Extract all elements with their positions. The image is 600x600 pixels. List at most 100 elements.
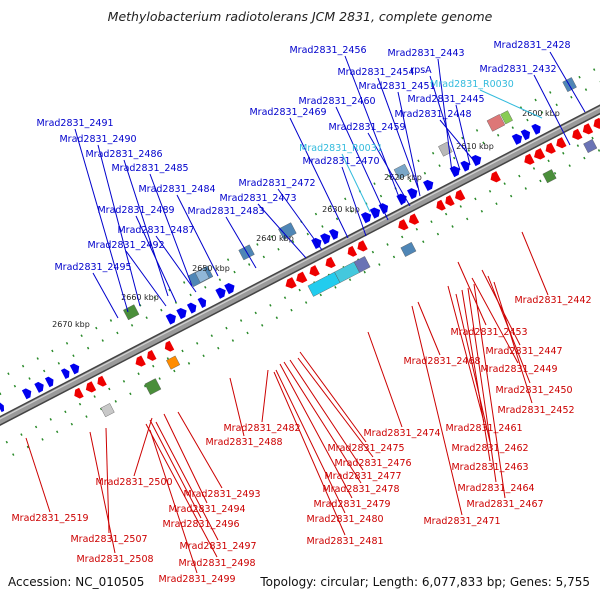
reverse-gene-24 [593, 117, 600, 129]
forward-label-3: Mrad2831_2454 [337, 67, 414, 78]
reverse-leader-12 [455, 293, 491, 443]
feature-box-10 [166, 355, 181, 370]
forward-leader-4 [429, 75, 461, 171]
forward-gene-2 [34, 381, 44, 393]
reverse-label-10: Mrad2831_2488 [205, 437, 282, 448]
forward-leader-22 [155, 235, 197, 293]
forward-gene-22 [460, 160, 470, 172]
forward-gene-17 [378, 203, 389, 215]
rna-leader-1 [341, 153, 371, 213]
reverse-gene-11 [357, 240, 368, 252]
forward-label-9: Mrad2831_2469 [249, 107, 326, 118]
forward-label-10: Mrad2831_2448 [394, 109, 471, 120]
feature-box-16 [400, 241, 417, 257]
reverse-label-9: Mrad2831_2461 [445, 423, 522, 434]
reverse-gene-9 [325, 256, 336, 269]
reverse-leader-16 [133, 417, 153, 477]
reverse-label-24: Mrad2831_2471 [423, 516, 500, 527]
forward-label-7: Mrad2831_2460 [298, 96, 375, 107]
forward-label-18: Mrad2831_2484 [138, 184, 215, 195]
feature-box-7 [486, 114, 506, 132]
forward-leader-16 [149, 173, 193, 287]
tick-rail-0 [0, 65, 600, 380]
forward-leader-17 [277, 188, 323, 251]
forward-label-8: Mrad2831_2445 [407, 94, 484, 105]
reverse-leader-30 [89, 431, 116, 554]
feature-box-17 [542, 169, 557, 184]
reverse-label-20: Mrad2831_2479 [313, 499, 390, 510]
forward-gene-9 [197, 297, 207, 309]
forward-gene-26 [531, 123, 541, 135]
reverse-label-15: Mrad2831_2477 [324, 471, 401, 482]
reverse-leader-7 [261, 369, 269, 423]
tick-label-6: 2660 kbp [121, 293, 159, 302]
forward-gene-16 [369, 207, 381, 219]
forward-leader-5 [533, 74, 571, 146]
reverse-leader-8 [367, 331, 403, 428]
reverse-leader-21 [473, 283, 506, 499]
tick-rail-3 [12, 148, 600, 456]
reverse-leader-25 [25, 437, 51, 513]
feature-box-8 [500, 110, 513, 125]
forward-leader-9 [289, 117, 349, 239]
forward-gene-13 [320, 233, 331, 245]
reverse-leader-19 [177, 411, 223, 489]
reverse-label-31: Mrad2831_2498 [178, 558, 255, 569]
forward-leader-3 [377, 77, 419, 189]
tick-label-7: 2670 kbp [52, 320, 90, 329]
feature-box-18 [583, 139, 598, 154]
tick-label-2: 2620 kbp [384, 173, 422, 182]
reverse-label-8: Mrad2831_2474 [363, 428, 440, 439]
forward-leader-1 [437, 58, 453, 173]
reverse-gene-23 [582, 123, 594, 135]
reverse-leader-10 [229, 377, 245, 437]
forward-label-15: Mrad2831_2470 [302, 156, 379, 167]
forward-leader-14 [123, 159, 169, 297]
reverse-leader-29 [155, 421, 219, 541]
forward-leader-10 [439, 119, 476, 163]
forward-gene-20 [423, 179, 434, 191]
reverse-label-13: Mrad2831_2476 [334, 458, 411, 469]
reverse-gene-19 [534, 148, 546, 160]
reverse-label-21: Mrad2831_2467 [466, 499, 543, 510]
genome-title: Methylobacterium radiotolerans JCM 2831,… [107, 9, 493, 24]
reverse-leader-32 [149, 429, 198, 574]
reverse-leader-1 [457, 261, 487, 326]
forward-gene-11 [224, 283, 235, 295]
reverse-leader-23 [275, 369, 346, 514]
reverse-gene-20 [545, 142, 556, 154]
reverse-gene-15 [445, 195, 455, 207]
tick-label-4: 2640 kbp [256, 234, 294, 243]
rna-leader-0 [479, 89, 543, 119]
tick-label-3: 2630 kbp [322, 205, 360, 214]
forward-label-20: Mrad2831_2489 [97, 205, 174, 216]
forward-leader-19 [257, 203, 307, 259]
forward-label-13: Mrad2831_2490 [59, 134, 136, 145]
reverse-label-30: Mrad2831_2508 [76, 554, 153, 565]
forward-leader-11 [367, 132, 411, 207]
tick-label-1: 2610 kbp [456, 142, 494, 151]
reverse-gene-21 [556, 137, 567, 149]
reverse-label-3: Mrad2831_2468 [403, 356, 480, 367]
reverse-label-17: Mrad2831_2478 [322, 484, 399, 495]
reverse-label-32: Mrad2831_2499 [158, 574, 235, 585]
forward-gene-1 [21, 388, 32, 400]
accession-text: Accession: NC_010505 [8, 575, 145, 589]
reverse-label-5: Mrad2831_2450 [495, 385, 572, 396]
backbone-highlight [0, 106, 600, 420]
forward-leader-23 [125, 250, 167, 307]
reverse-label-7: Mrad2831_2482 [223, 423, 300, 434]
forward-gene-3 [44, 376, 54, 388]
reverse-label-12: Mrad2831_2462 [451, 443, 528, 454]
forward-gene-15 [360, 212, 372, 224]
reverse-label-14: Mrad2831_2463 [451, 462, 528, 473]
forward-label-17: Mrad2831_2472 [238, 178, 315, 189]
forward-label-24: Mrad2831_2495 [54, 262, 131, 273]
feature-box-5 [393, 163, 410, 180]
forward-label-2: Mrad2831_2428 [493, 40, 570, 51]
forward-gene-7 [176, 307, 187, 320]
forward-gene-10 [215, 287, 226, 299]
forward-leader-18 [176, 194, 219, 277]
reverse-label-19: Mrad2831_2493 [183, 489, 260, 500]
tick-label-5: 2650 kbp [192, 264, 230, 273]
